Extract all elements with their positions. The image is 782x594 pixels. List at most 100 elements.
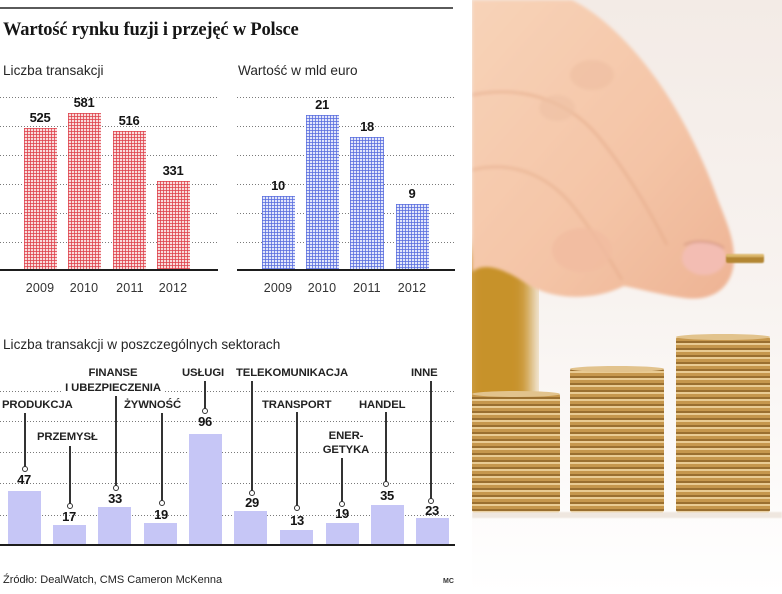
top-rule (0, 7, 453, 9)
gridline (237, 184, 455, 185)
bar-transport (280, 529, 313, 545)
gridline (237, 242, 455, 243)
bar-uslugi (189, 434, 222, 545)
leader-dot (383, 481, 389, 487)
leader-line (430, 381, 432, 499)
value-label: 17 (62, 509, 76, 524)
value-label: 10 (271, 178, 285, 194)
leader-dot (428, 498, 434, 504)
bar-przemysl (53, 525, 86, 545)
gridline (0, 184, 218, 185)
x-tick-label: 2011 (116, 281, 144, 295)
bar-telekomunikacja (234, 511, 267, 545)
gridline (0, 421, 455, 422)
value-label: 516 (118, 112, 140, 128)
sector-label-przemysl: PRZEMYSŁ (35, 431, 100, 443)
value-label: 581 (73, 95, 95, 111)
sector-label-energetyka: ENER- GETYKA (320, 429, 372, 457)
x-tick-label: 2012 (397, 281, 427, 295)
leader-dot (249, 490, 255, 496)
x-tick-label: 2009 (263, 281, 293, 295)
leader-line (115, 396, 117, 486)
bar-2012 (396, 203, 429, 270)
x-axis (0, 269, 218, 271)
leader-line (161, 413, 163, 501)
value-label: 29 (245, 495, 259, 510)
bar-2012 (157, 180, 190, 270)
bar-2011 (350, 137, 384, 270)
leader-line (251, 381, 253, 491)
chart-sectors-title: Liczba transakcji w poszczególnych sekto… (3, 337, 281, 352)
x-tick-label: 2010 (69, 281, 99, 295)
value-label: 331 (162, 162, 184, 178)
gridline (0, 242, 218, 243)
sector-label-handel: HANDEL (357, 399, 408, 411)
gridline (237, 126, 455, 127)
bar-inne (416, 518, 449, 545)
value-label: 23 (425, 503, 439, 518)
x-axis (0, 544, 455, 546)
gridline (0, 515, 455, 516)
coins-photo (472, 0, 782, 594)
chart-value-title: Wartość w mld euro (238, 63, 358, 78)
value-label: 13 (290, 513, 304, 528)
bar-2010 (306, 115, 339, 270)
x-axis (237, 269, 455, 271)
value-label: 47 (17, 472, 31, 487)
sector-label-uslugi: USŁUGI (180, 367, 227, 379)
leader-line (296, 412, 298, 506)
leader-dot (159, 500, 165, 506)
main-title: Wartość rynku fuzji i przejęć w Polsce (3, 20, 299, 40)
gridline (0, 126, 218, 127)
gridline (0, 97, 218, 98)
value-label: 33 (108, 491, 122, 506)
bar-produkcja (8, 490, 41, 545)
sector-label-finanse: FINANSE I UBEZPIECZENIA (63, 366, 163, 396)
leader-line (341, 458, 343, 502)
x-tick-label: 2009 (25, 281, 55, 295)
leader-line (385, 412, 387, 482)
bar-finanse (98, 506, 131, 545)
value-label: 96 (198, 414, 212, 429)
gridline (0, 483, 455, 484)
x-tick-label: 2010 (307, 281, 337, 295)
bar-2009 (24, 128, 57, 270)
sector-label-zywnosc: ŻYWNOŚĆ (122, 399, 184, 411)
value-label: 35 (380, 488, 394, 503)
bar-zywnosc (144, 523, 177, 545)
value-label: 18 (360, 119, 374, 135)
bar-handel (371, 504, 404, 545)
value-label: 525 (29, 110, 51, 126)
gridline (0, 391, 455, 392)
chart-transactions-title: Liczba transakcji (3, 63, 104, 78)
gridline (0, 155, 218, 156)
sector-label-telekomunikacja: TELEKOMUNIKACJA (234, 367, 351, 379)
source-note: Źródło: DealWatch, CMS Cameron McKenna (3, 574, 223, 586)
sector-label-produkcja: PRODUKCJA (0, 399, 75, 411)
value-label: 19 (335, 506, 349, 521)
bar-2009 (262, 196, 295, 270)
x-tick-label: 2012 (158, 281, 188, 295)
leader-line (24, 413, 26, 467)
bar-2011 (113, 130, 146, 270)
leader-dot (294, 505, 300, 511)
leader-line (69, 446, 71, 504)
leader-dot (339, 501, 345, 507)
leader-dot (202, 408, 208, 414)
gridline (237, 97, 455, 98)
sector-label-transport: TRANSPORT (260, 399, 334, 411)
value-label: 9 (408, 185, 416, 201)
leader-dot (113, 485, 119, 491)
gridline (237, 155, 455, 156)
author-credit: MC (443, 578, 454, 585)
coin-stacks (472, 334, 782, 518)
gridline (0, 213, 218, 214)
bar-2010 (68, 113, 101, 270)
value-label: 19 (154, 507, 168, 522)
leader-line (204, 381, 206, 409)
bar-energetyka (326, 523, 359, 545)
value-label: 21 (315, 97, 329, 113)
leader-dot (22, 466, 28, 472)
sector-label-inne: INNE (409, 367, 440, 379)
